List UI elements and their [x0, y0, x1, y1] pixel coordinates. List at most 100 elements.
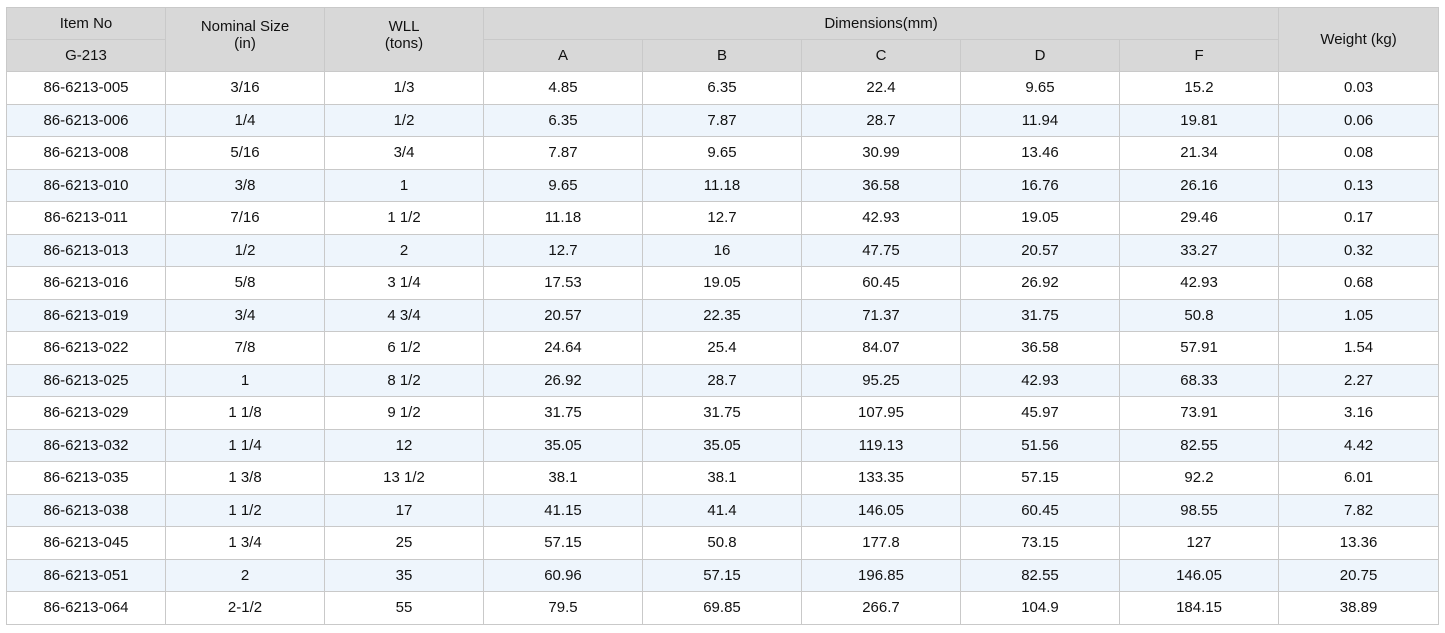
cell-dim-f: 68.33: [1118, 363, 1280, 397]
cell-weight: 7.82: [1278, 493, 1440, 527]
cell-dim-a: 4.85: [483, 71, 643, 105]
table-row: 86-6213-025 1 8 1/2 26.92 28.7 95.25 42.93 68.3…: [6, 363, 1440, 397]
cell-dim-f: 146.05: [1118, 558, 1280, 592]
cell-dim-b: 31.75: [642, 396, 802, 430]
cell-weight: 6.01: [1278, 461, 1440, 495]
cell-dim-b: 35.05: [642, 428, 802, 462]
cell-dim-d: 73.15: [960, 526, 1120, 560]
cell-dim-c: 107.95: [801, 396, 961, 430]
cell-dim-d: 36.58: [960, 331, 1120, 365]
cell-item-no: 86-6213-032: [6, 428, 166, 462]
cell-dim-f: 98.55: [1118, 493, 1280, 527]
cell-wll: 2: [324, 233, 484, 267]
cell-dim-b: 11.18: [642, 168, 802, 202]
cell-dim-a: 20.57: [483, 298, 643, 332]
cell-wll: 8 1/2: [324, 363, 484, 397]
table-row: 86-6213-006 1/4 1/2 6.35 7.87 28.7 11.94 19.81 0…: [6, 103, 1440, 137]
cell-item-no: 86-6213-064: [6, 591, 166, 625]
cell-dim-d: 20.57: [960, 233, 1120, 267]
table-row: 86-6213-016 5/8 3 1/4 17.53 19.05 60.45 26.92 4…: [6, 266, 1440, 300]
cell-dim-d: 57.15: [960, 461, 1120, 495]
cell-dim-d: 82.55: [960, 558, 1120, 592]
cell-weight: 20.75: [1278, 558, 1440, 592]
cell-weight: 1.05: [1278, 298, 1440, 332]
cell-nominal-size: 2: [165, 558, 325, 592]
cell-wll: 55: [324, 591, 484, 625]
cell-dim-f: 42.93: [1118, 266, 1280, 300]
cell-dim-f: 21.34: [1118, 136, 1280, 170]
cell-dim-b: 7.87: [642, 103, 802, 137]
cell-weight: 4.42: [1278, 428, 1440, 462]
cell-dim-b: 6.35: [642, 71, 802, 105]
cell-item-no: 86-6213-005: [6, 71, 166, 105]
table-row: 86-6213-022 7/8 6 1/2 24.64 25.4 84.07 36.58 57…: [6, 331, 1440, 365]
cell-dim-c: 30.99: [801, 136, 961, 170]
cell-weight: 1.54: [1278, 331, 1440, 365]
header-nominal-size-line1: Nominal Size: [200, 18, 290, 35]
cell-dim-c: 60.45: [801, 266, 961, 300]
cell-dim-d: 104.9: [960, 591, 1120, 625]
table-row: 86-6213-038 1 1/2 17 41.15 41.4 146.05 60.45 98…: [6, 493, 1440, 527]
cell-dim-f: 50.8: [1118, 298, 1280, 332]
cell-wll: 3 1/4: [324, 266, 484, 300]
cell-nominal-size: 3/4: [165, 298, 325, 332]
cell-dim-a: 41.15: [483, 493, 643, 527]
cell-dim-c: 36.58: [801, 168, 961, 202]
cell-dim-c: 84.07: [801, 331, 961, 365]
header-item-no: Item No: [6, 7, 166, 40]
cell-dim-d: 11.94: [960, 103, 1120, 137]
cell-dim-d: 51.56: [960, 428, 1120, 462]
cell-wll: 4 3/4: [324, 298, 484, 332]
cell-dim-a: 9.65: [483, 168, 643, 202]
cell-weight: 0.13: [1278, 168, 1440, 202]
cell-dim-d: 9.65: [960, 71, 1120, 105]
cell-dim-c: 196.85: [801, 558, 961, 592]
cell-dim-f: 127: [1118, 526, 1280, 560]
table-row: 86-6213-032 1 1/4 12 35.05 35.05 119.13 51.56 8…: [6, 428, 1440, 462]
table-row: 86-6213-013 1/2 2 12.7 16 47.75 20.57 33.27 0.32: [6, 233, 1440, 267]
cell-item-no: 86-6213-035: [6, 461, 166, 495]
cell-wll: 12: [324, 428, 484, 462]
cell-dim-c: 119.13: [801, 428, 961, 462]
table-row: 86-6213-045 1 3/4 25 57.15 50.8 177.8 73.15 127…: [6, 526, 1440, 560]
header-weight: Weight (kg): [1278, 7, 1440, 72]
cell-dim-c: 177.8: [801, 526, 961, 560]
cell-dim-d: 45.97: [960, 396, 1120, 430]
cell-wll: 6 1/2: [324, 331, 484, 365]
cell-dim-f: 57.91: [1118, 331, 1280, 365]
cell-dim-f: 15.2: [1118, 71, 1280, 105]
cell-item-no: 86-6213-006: [6, 103, 166, 137]
header-wll-line1: WLL: [388, 18, 420, 35]
cell-dim-d: 60.45: [960, 493, 1120, 527]
table-row: 86-6213-011 7/16 1 1/2 11.18 12.7 42.93 19.05 2…: [6, 201, 1440, 235]
cell-wll: 1: [324, 168, 484, 202]
cell-dim-b: 41.4: [642, 493, 802, 527]
cell-dim-b: 22.35: [642, 298, 802, 332]
cell-dim-d: 16.76: [960, 168, 1120, 202]
cell-dim-c: 28.7: [801, 103, 961, 137]
cell-dim-a: 35.05: [483, 428, 643, 462]
cell-dim-b: 25.4: [642, 331, 802, 365]
cell-wll: 17: [324, 493, 484, 527]
cell-weight: 2.27: [1278, 363, 1440, 397]
table-header: Item No Nominal Size (in) WLL (tons) Dim…: [6, 7, 1440, 72]
cell-item-no: 86-6213-008: [6, 136, 166, 170]
table-row: 86-6213-029 1 1/8 9 1/2 31.75 31.75 107.95 45.…: [6, 396, 1440, 430]
cell-nominal-size: 1 1/2: [165, 493, 325, 527]
cell-nominal-size: 5/16: [165, 136, 325, 170]
cell-nominal-size: 1/2: [165, 233, 325, 267]
cell-wll: 1 1/2: [324, 201, 484, 235]
cell-weight: 0.68: [1278, 266, 1440, 300]
cell-weight: 0.32: [1278, 233, 1440, 267]
cell-dim-a: 11.18: [483, 201, 643, 235]
shackle-spec-table: Item No Nominal Size (in) WLL (tons) Dim…: [6, 7, 1440, 625]
cell-dim-c: 95.25: [801, 363, 961, 397]
cell-wll: 1/3: [324, 71, 484, 105]
cell-dim-a: 17.53: [483, 266, 643, 300]
cell-dim-d: 42.93: [960, 363, 1120, 397]
cell-nominal-size: 3/8: [165, 168, 325, 202]
spec-table-container: Item No Nominal Size (in) WLL (tons) Dim…: [6, 7, 1440, 625]
cell-dim-b: 57.15: [642, 558, 802, 592]
cell-dim-c: 71.37: [801, 298, 961, 332]
cell-item-no: 86-6213-045: [6, 526, 166, 560]
